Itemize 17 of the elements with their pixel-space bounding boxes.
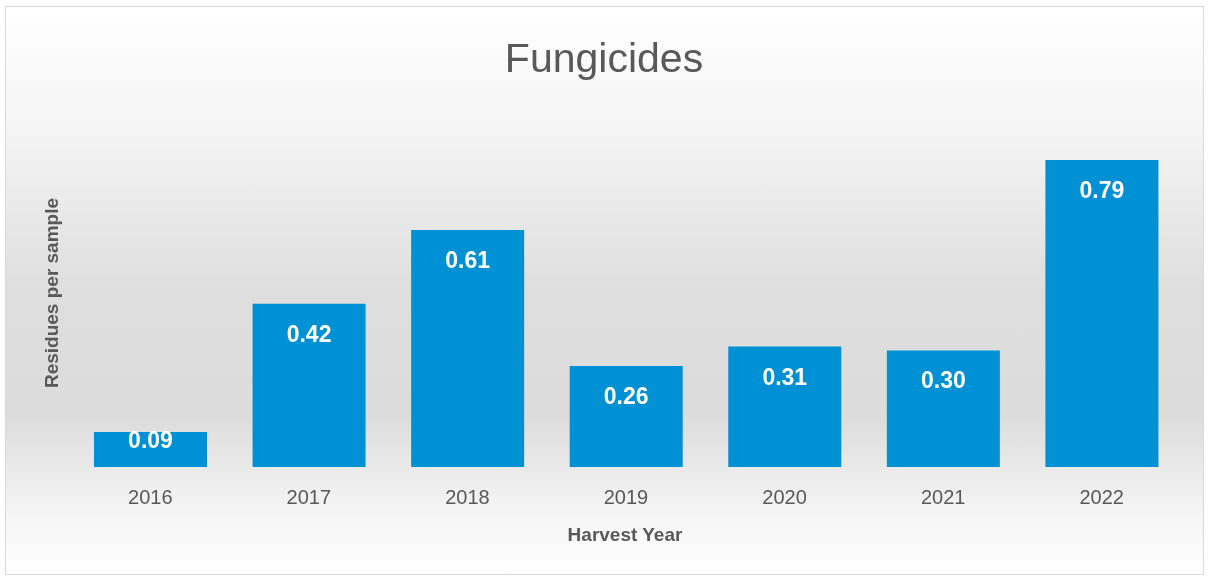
data-label: 0.42 [286, 320, 332, 347]
x-tick-label: 2019 [603, 486, 649, 509]
x-tick-label: 2022 [1079, 486, 1124, 509]
x-tick-label: 2016 [128, 486, 173, 509]
x-axis-title: Harvest Year [567, 524, 683, 545]
x-tick-label: 2020 [762, 486, 807, 509]
data-label: 0.79 [1079, 177, 1125, 203]
data-label: 0.31 [762, 363, 808, 390]
y-axis-title: Residues per sample [41, 197, 62, 389]
x-tick-label: 2018 [445, 486, 490, 509]
x-tick-label: 2017 [286, 486, 332, 509]
data-label: 0.30 [920, 367, 966, 394]
x-tick-label: 2021 [920, 486, 966, 509]
data-label: 0.61 [445, 246, 491, 273]
data-label: 0.26 [603, 382, 649, 409]
chart-title: Fungicides [504, 35, 704, 81]
data-label: 0.09 [128, 427, 173, 453]
